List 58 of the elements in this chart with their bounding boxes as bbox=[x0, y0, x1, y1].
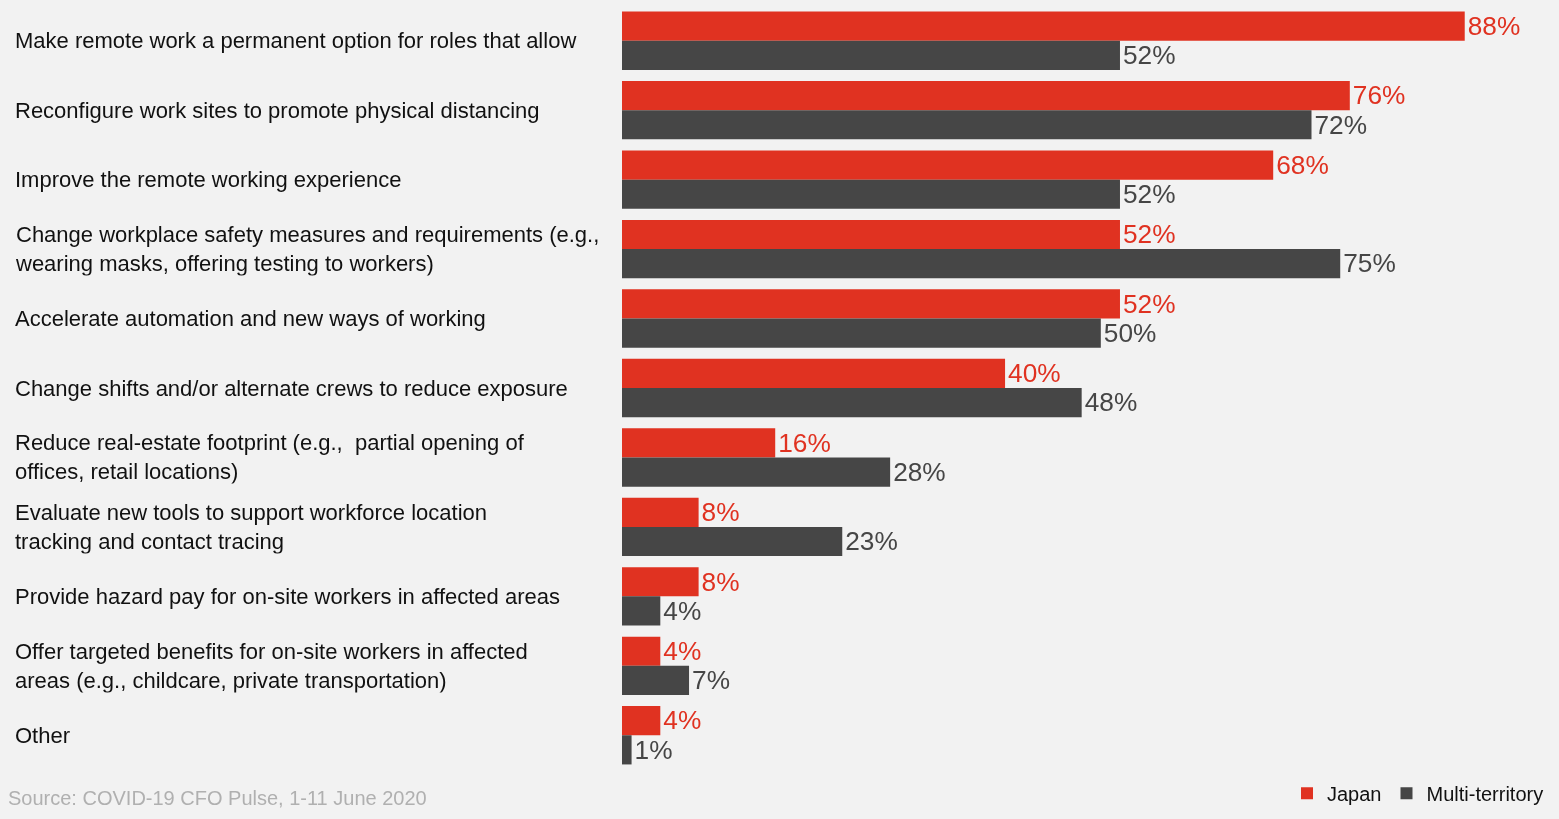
bar bbox=[622, 179, 1120, 209]
data-label: 88% bbox=[1467, 10, 1521, 41]
bar bbox=[622, 249, 1341, 279]
y-tick-label: Change shifts and/or alternate crews to reduce exposure bbox=[15, 376, 568, 401]
y-tick-label: Provide hazard pay for on-site workers in affected areas bbox=[15, 584, 560, 609]
bar bbox=[622, 596, 661, 626]
bar bbox=[622, 358, 1006, 388]
data-label: 52% bbox=[1122, 219, 1176, 250]
data-label: 40% bbox=[1008, 358, 1061, 389]
data-label: 28% bbox=[893, 456, 946, 487]
data-label: 7% bbox=[692, 665, 730, 696]
bar bbox=[622, 497, 699, 527]
data-label: 52% bbox=[1122, 40, 1176, 71]
bar bbox=[622, 526, 843, 557]
data-label: 8% bbox=[701, 497, 740, 528]
bar bbox=[622, 289, 1120, 319]
bar bbox=[622, 428, 776, 458]
data-label: 68% bbox=[1276, 149, 1329, 180]
data-label: 4% bbox=[663, 595, 702, 626]
bar bbox=[622, 81, 1350, 111]
y-tick-label: Reduce real-estate footprint (e.g., partial opening of offices, retail locations) bbox=[15, 430, 525, 484]
data-label: 48% bbox=[1084, 387, 1138, 418]
y-tick-label: Improve the remote working experience bbox=[15, 167, 402, 192]
bar bbox=[622, 735, 632, 765]
data-label: 4% bbox=[663, 705, 702, 736]
y-tick-label: Evaluate new tools to support workforce location tracking and contact tracing bbox=[15, 500, 488, 554]
bar bbox=[622, 150, 1274, 180]
bar bbox=[622, 219, 1120, 250]
y-tick-label: Change workplace safety measures and requirements (e.g., wearing masks, offering testing to workers) bbox=[15, 222, 600, 276]
data-label: 1% bbox=[634, 734, 673, 765]
legend-label: Japan bbox=[1327, 783, 1382, 806]
bar bbox=[622, 457, 891, 487]
data-label: 72% bbox=[1314, 109, 1368, 140]
bar bbox=[622, 636, 661, 666]
legend-label: Multi-territory bbox=[1426, 783, 1544, 806]
y-tick-label: Make remote work a permanent option for roles that allow bbox=[15, 28, 577, 53]
bar bbox=[622, 388, 1082, 418]
y-tick-label: Offer targeted benefits for on-site workers in affected areas (e.g., childcare, private transportation) bbox=[15, 639, 528, 693]
data-label: 16% bbox=[778, 427, 831, 458]
bar bbox=[622, 567, 699, 597]
bar bbox=[622, 110, 1312, 140]
data-label: 23% bbox=[845, 526, 898, 557]
bar bbox=[622, 665, 690, 695]
data-label: 52% bbox=[1122, 288, 1176, 319]
y-tick-label: Accelerate automation and new ways of working bbox=[15, 306, 486, 331]
data-label: 8% bbox=[701, 566, 740, 597]
bar bbox=[622, 40, 1120, 70]
data-label: 52% bbox=[1122, 178, 1176, 209]
source-note: Source: COVID-19 CFO Pulse, 1-11 June 2020 bbox=[8, 787, 427, 809]
data-label: 50% bbox=[1103, 317, 1157, 348]
bar bbox=[622, 318, 1101, 348]
data-label: 4% bbox=[663, 635, 702, 666]
y-tick-label: Reconfigure work sites to promote physical distancing bbox=[15, 98, 540, 123]
bar bbox=[622, 706, 661, 736]
data-label: 75% bbox=[1343, 248, 1396, 279]
data-label: 76% bbox=[1352, 80, 1406, 111]
bar bbox=[622, 11, 1465, 41]
y-tick-label: Other bbox=[15, 723, 71, 748]
